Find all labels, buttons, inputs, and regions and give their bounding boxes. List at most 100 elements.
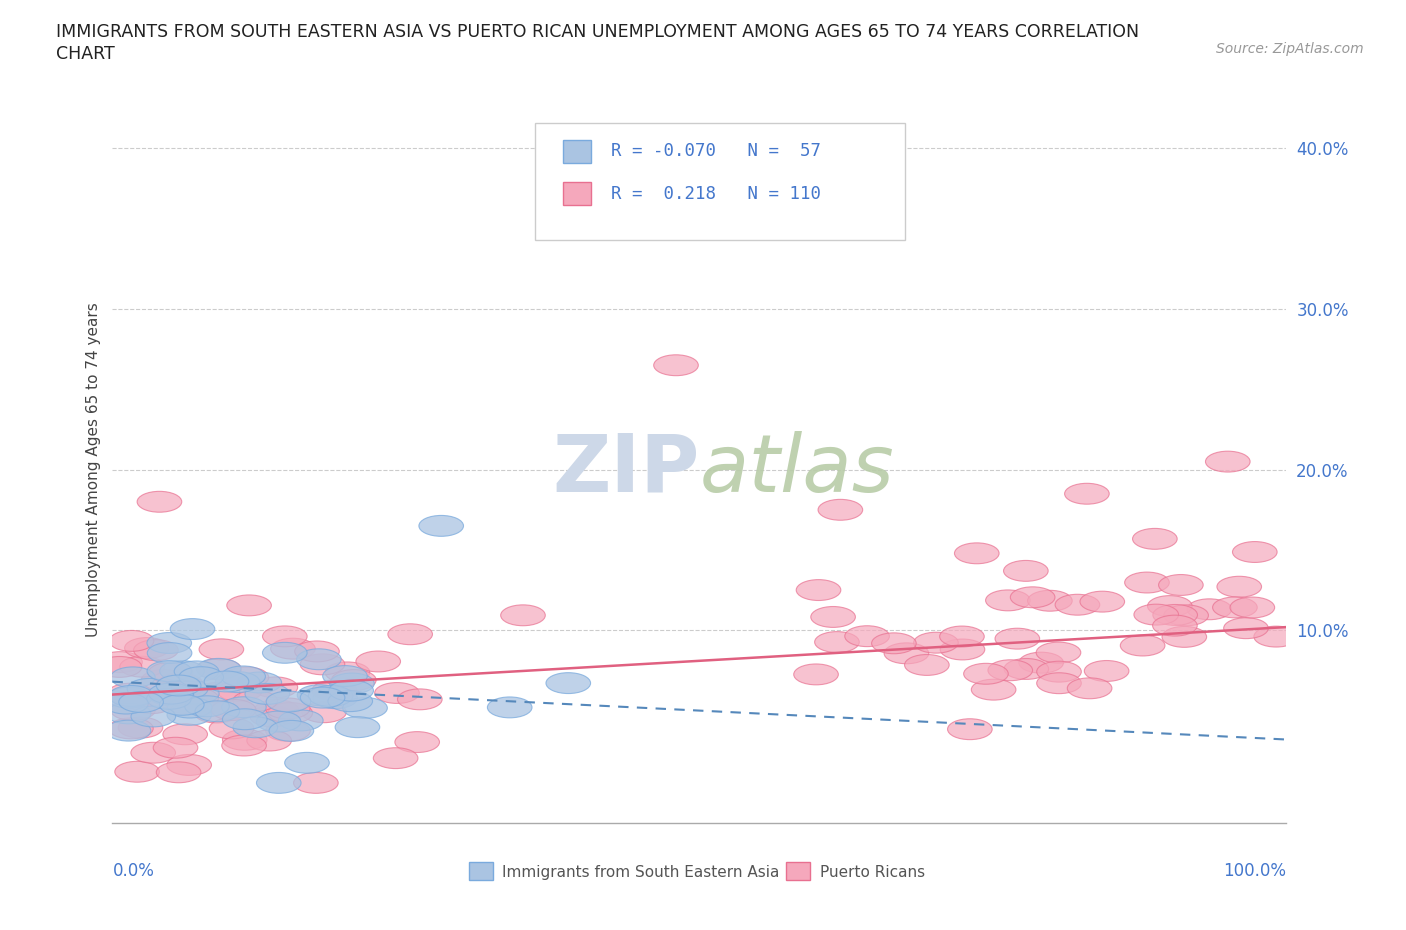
Ellipse shape (398, 689, 441, 710)
Ellipse shape (1004, 561, 1047, 581)
Ellipse shape (1233, 541, 1277, 563)
Ellipse shape (294, 773, 339, 793)
Ellipse shape (312, 687, 357, 709)
Ellipse shape (395, 732, 440, 752)
Ellipse shape (131, 742, 176, 764)
Ellipse shape (872, 632, 917, 654)
Ellipse shape (153, 737, 198, 758)
Ellipse shape (988, 659, 1032, 681)
Text: R = -0.070   N =  57: R = -0.070 N = 57 (612, 142, 821, 160)
Ellipse shape (226, 595, 271, 616)
Ellipse shape (1011, 587, 1054, 607)
Ellipse shape (1161, 627, 1206, 647)
Ellipse shape (1147, 595, 1192, 617)
Ellipse shape (266, 721, 311, 741)
Ellipse shape (160, 676, 205, 697)
Ellipse shape (297, 649, 342, 670)
Text: 100.0%: 100.0% (1223, 862, 1286, 880)
Ellipse shape (325, 662, 370, 683)
Ellipse shape (163, 679, 208, 699)
Text: CHART: CHART (56, 45, 115, 62)
FancyBboxPatch shape (470, 862, 494, 881)
Text: Immigrants from South Eastern Asia: Immigrants from South Eastern Asia (502, 865, 779, 880)
Ellipse shape (156, 675, 201, 696)
Ellipse shape (1004, 658, 1049, 680)
Ellipse shape (195, 683, 240, 703)
Ellipse shape (156, 762, 201, 783)
Ellipse shape (215, 671, 260, 693)
Ellipse shape (118, 717, 163, 738)
Ellipse shape (247, 730, 291, 751)
Ellipse shape (107, 684, 152, 704)
Ellipse shape (218, 681, 262, 701)
Ellipse shape (141, 670, 186, 690)
Ellipse shape (107, 703, 150, 724)
Ellipse shape (174, 661, 219, 682)
Ellipse shape (284, 752, 329, 773)
Ellipse shape (149, 662, 193, 684)
Ellipse shape (149, 684, 193, 704)
Ellipse shape (270, 638, 315, 659)
Ellipse shape (197, 658, 242, 680)
Ellipse shape (501, 604, 546, 626)
Ellipse shape (332, 670, 377, 690)
Ellipse shape (146, 688, 191, 710)
Ellipse shape (335, 717, 380, 737)
Ellipse shape (278, 710, 323, 731)
Ellipse shape (127, 678, 172, 699)
Ellipse shape (308, 685, 353, 707)
Ellipse shape (654, 354, 699, 376)
Ellipse shape (184, 696, 229, 717)
Ellipse shape (796, 579, 841, 601)
Ellipse shape (1019, 652, 1063, 673)
Ellipse shape (245, 684, 290, 704)
Ellipse shape (266, 691, 311, 712)
Text: Source: ZipAtlas.com: Source: ZipAtlas.com (1216, 42, 1364, 56)
FancyBboxPatch shape (564, 140, 592, 163)
Ellipse shape (312, 680, 357, 701)
Ellipse shape (269, 702, 312, 724)
Ellipse shape (845, 626, 890, 646)
Ellipse shape (939, 626, 984, 647)
Ellipse shape (167, 704, 212, 725)
Ellipse shape (1084, 660, 1129, 682)
Ellipse shape (1159, 575, 1204, 595)
Ellipse shape (179, 667, 224, 687)
Ellipse shape (120, 657, 165, 677)
Ellipse shape (818, 499, 863, 520)
Ellipse shape (254, 699, 299, 721)
Ellipse shape (111, 699, 155, 721)
Ellipse shape (1153, 615, 1198, 636)
Ellipse shape (356, 651, 401, 671)
Ellipse shape (1254, 626, 1299, 647)
Ellipse shape (165, 693, 209, 713)
Ellipse shape (295, 641, 339, 662)
Ellipse shape (160, 660, 204, 682)
Ellipse shape (167, 754, 211, 776)
Ellipse shape (157, 673, 202, 694)
Ellipse shape (263, 626, 307, 646)
Ellipse shape (167, 698, 212, 718)
FancyBboxPatch shape (564, 182, 592, 206)
Ellipse shape (266, 698, 311, 719)
Ellipse shape (329, 680, 374, 701)
Ellipse shape (233, 690, 277, 711)
Ellipse shape (107, 720, 150, 741)
Y-axis label: Unemployment Among Ages 65 to 74 years: Unemployment Among Ages 65 to 74 years (86, 302, 101, 637)
Ellipse shape (1080, 591, 1125, 612)
Ellipse shape (388, 624, 433, 644)
Ellipse shape (1054, 594, 1099, 615)
Ellipse shape (904, 655, 949, 675)
Ellipse shape (941, 639, 984, 660)
Ellipse shape (955, 543, 1000, 564)
Ellipse shape (1036, 642, 1081, 663)
Ellipse shape (1028, 591, 1073, 611)
Ellipse shape (1212, 597, 1257, 618)
Text: atlas: atlas (700, 431, 894, 509)
Ellipse shape (174, 684, 219, 704)
Ellipse shape (149, 684, 194, 706)
Ellipse shape (211, 699, 256, 721)
Text: R =  0.218   N = 110: R = 0.218 N = 110 (612, 185, 821, 203)
Ellipse shape (107, 687, 152, 708)
Ellipse shape (195, 701, 239, 722)
